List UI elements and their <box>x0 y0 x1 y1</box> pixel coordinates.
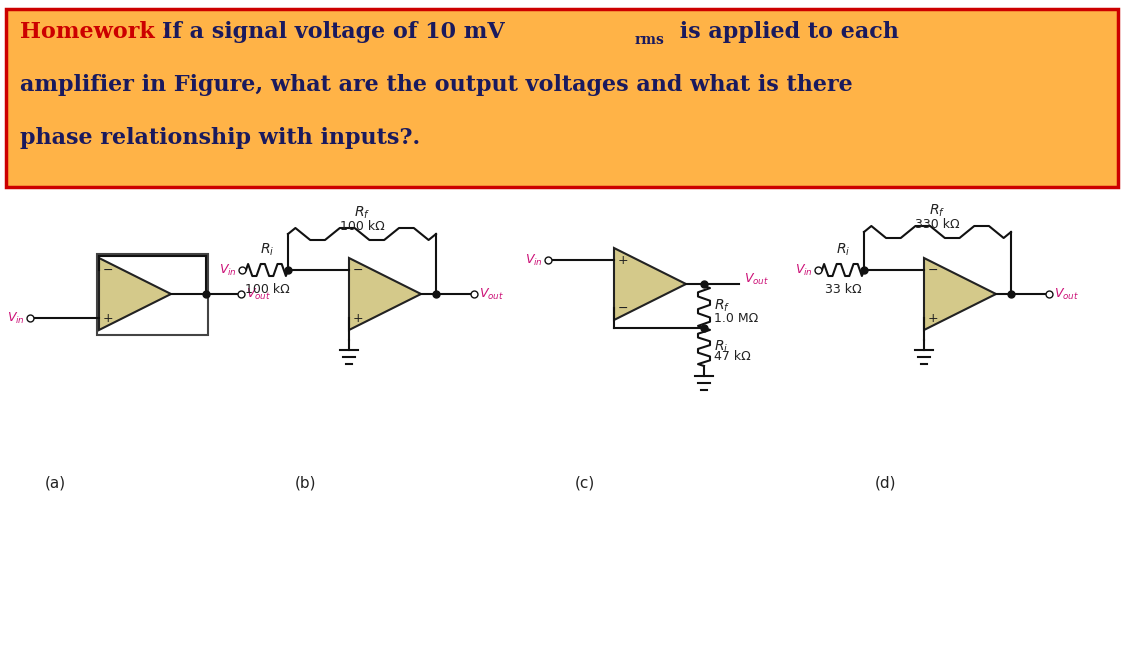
Text: −: − <box>618 302 628 315</box>
Text: phase relationship with inputs?.: phase relationship with inputs?. <box>20 127 420 149</box>
Text: Homework :: Homework : <box>20 21 171 43</box>
Text: (a): (a) <box>45 475 65 490</box>
Text: $R_i$: $R_i$ <box>836 241 850 258</box>
Text: +: + <box>353 312 363 324</box>
Text: +: + <box>928 312 938 324</box>
Text: $R_f$: $R_f$ <box>929 202 946 219</box>
Text: 33 kΩ: 33 kΩ <box>825 283 862 296</box>
Text: $V_{in}$: $V_{in}$ <box>525 252 543 267</box>
Text: rms: rms <box>634 33 665 47</box>
Text: $R_f$: $R_f$ <box>714 298 730 314</box>
Text: (d): (d) <box>874 475 896 490</box>
FancyBboxPatch shape <box>6 9 1118 187</box>
Text: 1.0 MΩ: 1.0 MΩ <box>714 312 758 324</box>
Text: 100 kΩ: 100 kΩ <box>244 283 289 296</box>
Text: 100 kΩ: 100 kΩ <box>340 220 385 233</box>
Text: (c): (c) <box>575 475 595 490</box>
Text: $V_{out}$: $V_{out}$ <box>744 271 770 287</box>
Text: $V_{out}$: $V_{out}$ <box>246 286 271 302</box>
Text: $R_i$: $R_i$ <box>714 339 728 355</box>
Text: 330 kΩ: 330 kΩ <box>916 218 960 231</box>
Text: is applied to each: is applied to each <box>672 21 899 43</box>
Polygon shape <box>614 248 686 320</box>
Text: $R_f$: $R_f$ <box>354 204 370 221</box>
Text: $V_{out}$: $V_{out}$ <box>479 286 504 302</box>
Text: −: − <box>353 263 363 276</box>
Text: $V_{out}$: $V_{out}$ <box>1054 286 1079 302</box>
Text: $V_{in}$: $V_{in}$ <box>219 262 237 278</box>
Text: amplifier in Figure, what are the output voltages and what is there: amplifier in Figure, what are the output… <box>20 74 853 96</box>
Text: (b): (b) <box>295 475 316 490</box>
Polygon shape <box>924 258 996 330</box>
Polygon shape <box>99 258 171 330</box>
Text: −: − <box>928 263 938 276</box>
Text: 47 kΩ: 47 kΩ <box>714 350 750 363</box>
Text: If a signal voltage of 10 mV: If a signal voltage of 10 mV <box>162 21 505 43</box>
Text: +: + <box>102 312 114 324</box>
Text: $V_{in}$: $V_{in}$ <box>7 310 25 326</box>
Polygon shape <box>349 258 421 330</box>
Text: $V_{in}$: $V_{in}$ <box>795 262 813 278</box>
Text: +: + <box>618 254 628 267</box>
Text: $R_i$: $R_i$ <box>260 241 274 258</box>
Text: −: − <box>102 263 114 276</box>
